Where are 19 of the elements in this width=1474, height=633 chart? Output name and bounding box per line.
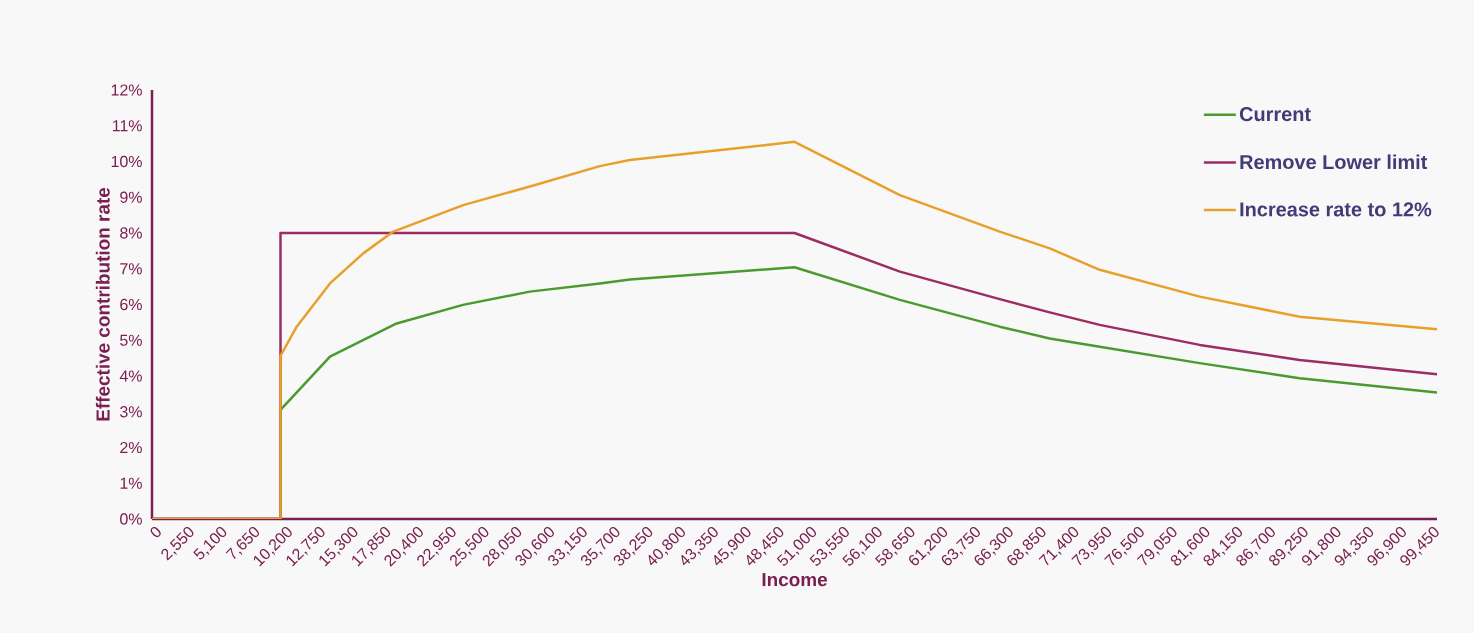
y-tick-label: 5% — [120, 334, 142, 346]
y-tick-label: 3% — [120, 406, 142, 418]
legend-label: Increase rate to 12% — [1240, 202, 1432, 217]
legend-label: Remove Lower limit — [1240, 154, 1428, 170]
y-tick-label: 8% — [120, 227, 142, 239]
y-tick-label: 12% — [111, 84, 142, 96]
y-tick-label: 10% — [111, 155, 142, 168]
y-tick-label: 2% — [120, 441, 142, 454]
y-tick-label: 1% — [120, 477, 142, 489]
legend-label: Current — [1239, 107, 1311, 122]
y-tick-label: 9% — [120, 191, 142, 203]
y-axis-title: Effective contribution rate — [95, 187, 110, 421]
x-axis-title: Income — [762, 573, 827, 587]
y-tick-label: 11% — [112, 120, 142, 132]
x-tick-label: 0 — [150, 526, 161, 538]
y-tick-label: 4% — [119, 370, 142, 382]
y-tick-label: 7% — [120, 263, 142, 275]
y-tick-label: 6% — [120, 298, 142, 311]
y-tick-label: 0% — [120, 513, 142, 525]
